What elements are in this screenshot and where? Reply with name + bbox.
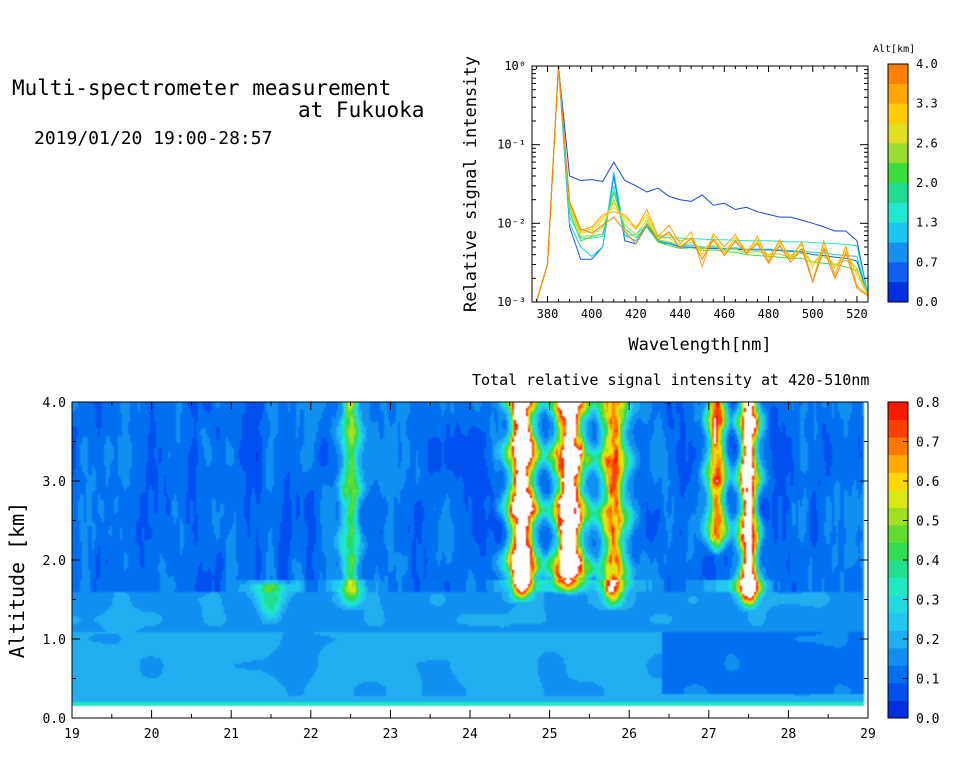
altitude-colorbar-label: Alt[km]: [873, 44, 915, 55]
intensity-colorbar-tick-label: 0.8: [916, 396, 939, 411]
intensity-colorbar-segment: [888, 542, 908, 561]
heatmap-x-tick-label: 28: [781, 727, 797, 742]
spectrum-x-tick-label: 400: [581, 307, 603, 321]
altitude-colorbar: 4.0 3.3 2.6 2.0 1.3 0.7 0.0: [887, 57, 938, 309]
intensity-colorbar-segment: [888, 647, 908, 666]
measurement-datetime: 2019/01/20 19:00-28:57: [34, 128, 273, 149]
altitude-colorbar-tick-label: 3.3: [916, 97, 938, 111]
altitude-colorbar-segment: [888, 143, 908, 164]
heatmap-x-tick-label: 24: [462, 727, 478, 742]
spectrum-series-line: [535, 65, 869, 303]
spectrum-y-tick-label: 10⁻¹: [497, 138, 526, 152]
intensity-colorbar-tick-label: 0.5: [916, 515, 939, 530]
heatmap-x-tick-label: 29: [860, 727, 876, 742]
heatmap-y-tick-label: 0.0: [43, 712, 66, 727]
heatmap-x-tick-label: 22: [303, 727, 319, 742]
intensity-colorbar-segment: [888, 524, 908, 543]
intensity-colorbar-tick-label: 0.4: [916, 554, 940, 569]
spectrum-y-tick-label: 10⁻³: [497, 295, 526, 309]
spectrum-x-tick-label: 380: [537, 307, 559, 321]
intensity-colorbar-segment: [888, 507, 908, 526]
heatmap-x-tick-label: 21: [223, 727, 239, 742]
heatmap-x-tick-label: 20: [144, 727, 160, 742]
spectrum-series-line: [535, 65, 869, 303]
altitude-colorbar-tick-label: 0.7: [916, 255, 938, 269]
intensity-colorbar-segment: [888, 630, 908, 649]
altitude-colorbar-segment: [888, 183, 908, 204]
intensity-colorbar-segment: [888, 612, 908, 631]
spectrum-x-tick-label: 440: [669, 307, 691, 321]
intensity-colorbar-tick-label: 0.3: [916, 594, 939, 609]
intensity-colorbar-segment: [888, 472, 908, 491]
intensity-colorbar-segment: [888, 560, 908, 579]
spectrum-series-line: [535, 65, 869, 303]
intensity-colorbar-segment: [888, 700, 908, 719]
heatmap-x-tick-label: 26: [621, 727, 637, 742]
intensity-colorbar-segment: [888, 489, 908, 508]
intensity-colorbar-tick-label: 0.0: [916, 712, 939, 727]
heatmap-x-tick-label: 25: [542, 727, 558, 742]
intensity-colorbar-segment: [888, 419, 908, 438]
heatmap-y-tick-label: 3.0: [43, 475, 66, 490]
altitude-colorbar-segment: [888, 262, 908, 283]
spectrum-y-tick-label: 10⁰: [504, 59, 526, 73]
altitude-colorbar-segment: [888, 282, 908, 303]
intensity-colorbar-segment: [888, 437, 908, 456]
spectrum-x-tick-label: 500: [802, 307, 824, 321]
heatmap-y-tick-label: 1.0: [43, 633, 66, 648]
altitude-colorbar-segment: [888, 242, 908, 263]
intensity-colorbar-segment: [888, 577, 908, 596]
altitude-colorbar-tick-label: 2.6: [916, 136, 938, 150]
spectrum-series-group: [535, 65, 869, 303]
intensity-colorbar-segment: [888, 402, 908, 421]
altitude-colorbar-segment: [888, 83, 908, 105]
altitude-colorbar-tick-label: 2.0: [916, 176, 938, 190]
altitude-colorbar-segment: [888, 103, 908, 124]
intensity-colorbar-tick-label: 0.2: [916, 633, 939, 648]
figure-title-line1: Multi-spectrometer measurement: [12, 76, 392, 100]
heatmap-x-tick-label: 19: [64, 727, 80, 742]
altitude-colorbar-tick-label: 4.0: [916, 57, 938, 71]
altitude-colorbar-tick-label: 0.0: [916, 295, 938, 309]
spectrum-series-line: [535, 65, 869, 303]
heatmap-x-tick-label: 23: [383, 727, 399, 742]
heatmap-title: Total relative signal intensity at 420-5…: [472, 371, 869, 389]
intensity-colorbar-segment: [888, 665, 908, 684]
altitude-colorbar-segment: [888, 163, 908, 184]
altitude-colorbar-frame: [887, 63, 909, 303]
heatmap-cells: [72, 402, 868, 718]
spectrum-series-line: [535, 65, 869, 303]
intensity-colorbar-tick-label: 0.6: [916, 475, 939, 490]
spectrum-x-axis-label: Wavelength[nm]: [628, 335, 771, 355]
intensity-colorbar-segment: [888, 682, 908, 701]
heatmap-y-tick-label: 2.0: [43, 554, 66, 569]
intensity-colorbar-tick-label: 0.7: [916, 436, 939, 451]
spectrum-series-line: [535, 65, 869, 303]
heatmap-y-axis-label: Altitude [km]: [5, 502, 29, 659]
spectrum-plot-frame: [531, 65, 869, 303]
spectrum-x-tick-label: 460: [713, 307, 735, 321]
altitude-colorbar-segment: [888, 222, 908, 243]
altitude-colorbar-segment: [888, 64, 908, 85]
spectrum-y-axis-label: Relative signal intensity: [461, 56, 481, 312]
figure-title-line2: at Fukuoka: [298, 98, 425, 122]
intensity-colorbar-tick-label: 0.1: [916, 673, 939, 688]
spectrum-x-tick-label: 520: [846, 307, 868, 321]
spectrum-series-line: [535, 65, 869, 303]
intensity-colorbar: 0.0 0.1 0.2 0.3 0.4 0.5 0.6 0.7 0.8: [887, 396, 940, 727]
spectrum-x-tick-label: 420: [625, 307, 647, 321]
altitude-colorbar-segment: [888, 202, 908, 224]
intensity-colorbar-segment: [888, 595, 908, 614]
heatmap-y-tick-label: 4.0: [43, 396, 66, 411]
altitude-colorbar-tick-label: 1.3: [916, 216, 938, 230]
spectrum-y-tick-label: 10⁻²: [497, 216, 526, 230]
intensity-colorbar-segment: [888, 454, 908, 473]
spectrum-x-tick-label: 480: [758, 307, 780, 321]
heatmap-x-tick-label: 27: [701, 727, 717, 742]
altitude-colorbar-segment: [888, 123, 908, 144]
